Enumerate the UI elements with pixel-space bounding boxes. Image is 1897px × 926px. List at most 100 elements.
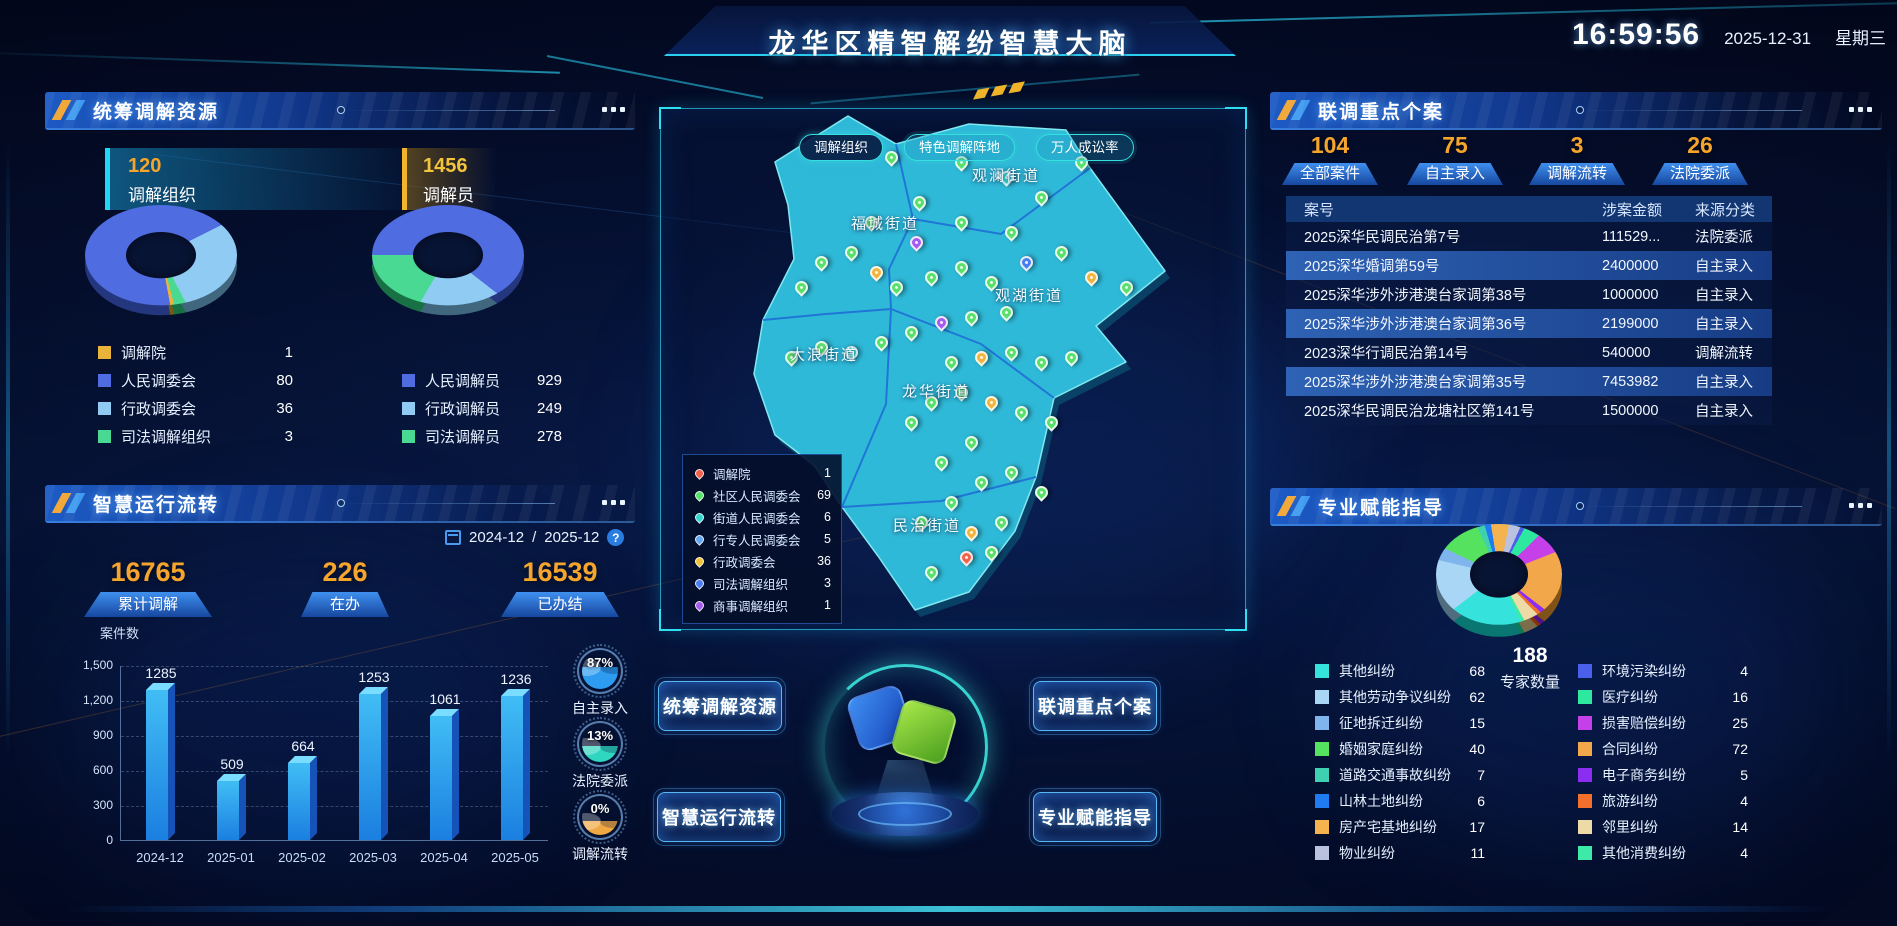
map-layer-button[interactable]: 特色调解阵地 <box>904 134 1015 161</box>
y-tick-label: 300 <box>92 798 113 812</box>
cell-amount: 2400000 <box>1602 257 1659 274</box>
header-line <box>1575 502 1802 510</box>
gauge-liquid <box>582 738 618 762</box>
legend-item: 旅游纠纷 4 <box>1578 788 1748 814</box>
table-row[interactable]: 2025深华民调民治龙塘社区第141号 1500000 自主录入 <box>1286 396 1772 425</box>
legend-swatch <box>1578 690 1592 704</box>
stat-value: 226 <box>322 557 368 587</box>
bar-2025-03 <box>359 693 381 840</box>
legend-swatch <box>1315 716 1329 730</box>
stat-label: 法院委派 <box>1652 163 1748 185</box>
legend-value: 6 <box>824 510 831 524</box>
column-header-caseno: 案号 <box>1304 201 1335 219</box>
map-layer-button[interactable]: 调解组织 <box>799 134 883 161</box>
cell-caseno: 2023深华行调民治第14号 <box>1304 346 1469 362</box>
table-row[interactable]: 2025深华涉外涉港澳台家调第36号 2199000 自主录入 <box>1286 309 1772 338</box>
map-legend-item: 商事调解组织 1 <box>693 594 831 616</box>
more-options-icon[interactable] <box>1849 503 1872 508</box>
table-row[interactable]: 2025深华涉外涉港澳台家调第35号 7453982 自主录入 <box>1286 367 1772 396</box>
y-tick-label: 1,500 <box>82 658 113 672</box>
legend-value: 62 <box>1469 689 1485 705</box>
legend-swatch <box>1315 820 1329 834</box>
legend-item: 司法调解员 278 <box>402 422 562 450</box>
nav-button-resources[interactable]: 统筹调解资源 <box>654 677 786 735</box>
panel-title: 统筹调解资源 <box>93 101 220 123</box>
nav-button-cases[interactable]: 联调重点个案 <box>1029 677 1161 735</box>
table-body: 2025深华民调民治第7号 111529... 法院委派 2025深华婚调第59… <box>1286 222 1772 425</box>
legend-label: 司法调解组织 <box>713 577 789 592</box>
table-row[interactable]: 2025深华涉外涉港澳台家调第38号 1000000 自主录入 <box>1286 280 1772 309</box>
monthly-cases-bar-chart: 1,500 1,200 900 600 300 0 1285 2024-12 509 2025-0… <box>83 658 548 865</box>
bar-2025-02 <box>288 762 310 840</box>
legend-label: 邻里纠纷 <box>1602 819 1658 835</box>
stat-label: 累计调解 <box>84 592 212 617</box>
legend-label: 婚姻家庭纠纷 <box>1339 741 1423 757</box>
donut-face <box>85 205 237 306</box>
date-separator: / <box>532 529 537 546</box>
panel-title: 联调重点个案 <box>1318 101 1445 123</box>
legend-value: 40 <box>1469 741 1485 757</box>
legend-value: 80 <box>276 371 293 389</box>
case-table: 案号 涉案金额 来源分类 2025深华民调民治第7号 111529... 法院委… <box>1286 196 1772 425</box>
date-start[interactable]: 2024-12 <box>469 529 525 546</box>
date-range-picker[interactable]: 2024-12 / 2025-12 ? <box>445 529 625 546</box>
pin-icon <box>693 554 706 568</box>
more-options-icon[interactable] <box>1849 107 1872 112</box>
legend-swatch <box>1315 742 1329 756</box>
legend-label: 旅游纠纷 <box>1602 793 1658 809</box>
help-icon[interactable]: ? <box>607 529 625 546</box>
legend-item: 婚姻家庭纠纷 40 <box>1315 736 1485 762</box>
date-end[interactable]: 2025-12 <box>544 529 600 546</box>
panel-resources-header: 统筹调解资源 <box>45 92 635 130</box>
legend-label: 医疗纠纷 <box>1602 689 1658 705</box>
donut-hole <box>1470 551 1528 598</box>
more-options-icon[interactable] <box>602 107 625 112</box>
legend-swatch <box>1315 768 1329 782</box>
legend-swatch <box>1578 794 1592 808</box>
header-line <box>336 499 555 507</box>
legend-value: 249 <box>536 399 562 417</box>
table-row[interactable]: 2025深华婚调第59号 2400000 自主录入 <box>1286 251 1772 280</box>
nav-button-operation[interactable]: 智慧运行流转 <box>653 788 785 846</box>
legend-item: 行政调委会 36 <box>98 394 293 422</box>
more-options-icon[interactable] <box>602 500 625 505</box>
gauge-court-referral: 13% <box>573 717 627 771</box>
legend-label: 司法调解组织 <box>121 428 212 446</box>
legend-value: 1 <box>824 598 831 612</box>
gridline <box>121 806 548 807</box>
legend-label: 调解院 <box>121 344 167 362</box>
cell-source: 法院委派 <box>1695 230 1753 246</box>
cell-amount: 1500000 <box>1602 402 1659 419</box>
expert-legend-left: 其他纠纷 68 其他劳动争议纠纷 62 征地拆迁纠纷 15 婚姻家庭纠纷 40 <box>1315 658 1485 866</box>
cell-caseno: 2025深华涉外涉港澳台家调第35号 <box>1304 375 1527 391</box>
gauge-percent: 87% <box>586 655 614 670</box>
panel-operation: 智慧运行流转 2024-12 / 2025-12 ? 16765 累计调解 22… <box>45 485 635 885</box>
legend-label: 合同纠纷 <box>1602 741 1658 757</box>
org-legend: 调解院 1 人民调委会 80 行政调委会 36 司法调解组织 3 <box>98 338 293 450</box>
legend-label: 物业纠纷 <box>1339 845 1395 861</box>
legend-value: 36 <box>817 554 831 568</box>
stat-transfer: 3 调解流转 <box>1497 132 1657 185</box>
frame-corner <box>659 107 681 129</box>
nav-button-experts[interactable]: 专业赋能指导 <box>1029 788 1161 846</box>
legend-label: 行政调委会 <box>713 555 776 570</box>
clock-date: 2025-12-31 <box>1724 29 1812 48</box>
map-legend-item: 调解院 1 <box>693 462 831 484</box>
street-label: 民治街道 <box>892 517 962 535</box>
legend-swatch <box>1578 742 1592 756</box>
table-row[interactable]: 2025深华民调民治第7号 111529... 法院委派 <box>1286 222 1772 251</box>
org-donut-chart <box>85 205 237 316</box>
legend-item: 人民调解员 929 <box>402 366 562 394</box>
legend-item: 司法调解组织 3 <box>98 422 293 450</box>
legend-label: 人民调解员 <box>425 372 501 390</box>
cell-caseno: 2025深华涉外涉港澳台家调第36号 <box>1304 317 1527 333</box>
stat-label: 调解员 <box>423 186 474 205</box>
map-layer-button[interactable]: 万人成讼率 <box>1036 134 1134 161</box>
panel-operation-header: 智慧运行流转 <box>45 485 635 523</box>
legend-item: 其他纠纷 68 <box>1315 658 1485 684</box>
frame-edge <box>1887 140 1891 760</box>
legend-swatch <box>1315 690 1329 704</box>
x-tick-label: 2024-12 <box>136 850 184 865</box>
district-map-panel: 调解组织 特色调解阵地 万人成讼率 观澜街道 福城街道 观湖街道 大浪街道 龙华街道… <box>659 107 1247 631</box>
table-row[interactable]: 2023深华行调民治第14号 540000 调解流转 <box>1286 338 1772 367</box>
